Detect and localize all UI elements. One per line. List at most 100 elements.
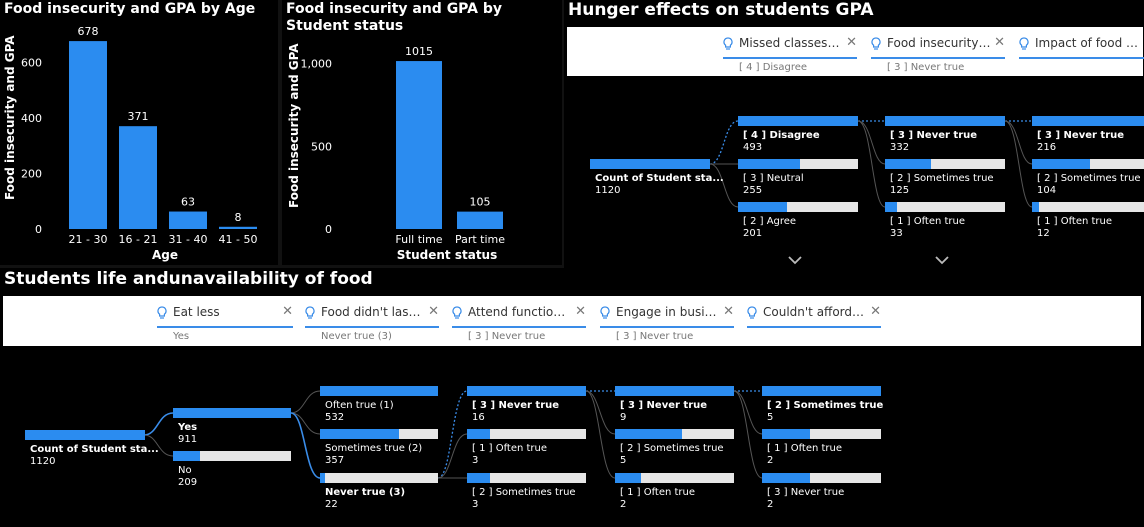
- node-value: 332: [890, 142, 910, 153]
- node-bar: [320, 429, 438, 439]
- data-label: 1015: [405, 45, 433, 58]
- node-bar: [173, 451, 291, 461]
- node-value: 1120: [595, 185, 621, 196]
- tree-node[interactable]: [ 2 ] Sometimes true 104: [1032, 159, 1144, 197]
- node-bar: [615, 473, 734, 483]
- node-label: [ 2 ] Sometimes true: [472, 487, 576, 498]
- tree-node[interactable]: [ 3 ] Never true 2: [762, 473, 881, 511]
- node-label: [ 1 ] Often true: [890, 216, 966, 227]
- node-bar: [1032, 202, 1144, 212]
- close-icon[interactable]: ✕: [282, 304, 293, 319]
- chevron-down-icon[interactable]: [935, 255, 949, 265]
- tree-root-node[interactable]: Count of Student sta... 1120: [590, 159, 724, 197]
- slicer-impact-of-food[interactable]: Impact of food on...: [1019, 35, 1144, 75]
- node-value: 125: [890, 185, 910, 196]
- lightbulb-icon: [600, 306, 610, 319]
- node-label: [ 2 ] Sometimes true: [890, 173, 994, 184]
- bar[interactable]: [169, 211, 207, 229]
- node-bar: [467, 386, 586, 396]
- tree-node[interactable]: [ 3 ] Never true 216: [1032, 116, 1144, 154]
- node-bar: [173, 408, 291, 418]
- tree-node[interactable]: [ 2 ] Sometimes true 5: [762, 386, 884, 424]
- tree-node[interactable]: [ 3 ] Never true 332: [885, 116, 1005, 154]
- node-bar: [467, 473, 586, 483]
- node-value: 216: [1037, 142, 1057, 153]
- x-tick-label: Part time: [455, 233, 505, 246]
- tree-node[interactable]: [ 2 ] Sometimes true 5: [615, 429, 734, 467]
- node-bar: [885, 159, 1005, 169]
- tree-node[interactable]: [ 4 ] Disagree 493: [738, 116, 858, 154]
- life-tree-links: [143, 390, 763, 479]
- slicer-head: Engage in busine... ✕: [600, 304, 734, 328]
- data-label: 105: [470, 196, 491, 209]
- node-label: [ 3 ] Never true: [620, 400, 708, 411]
- tree-node[interactable]: [ 2 ] Sometimes true 3: [467, 473, 586, 511]
- node-value: 201: [743, 228, 763, 239]
- tree-node[interactable]: [ 3 ] Never true 16: [467, 386, 586, 424]
- node-bar: [762, 473, 881, 483]
- tree-root-node[interactable]: Count of Student sta... 1120: [25, 430, 159, 468]
- slicer-food-didnt-last[interactable]: Food didn't last a... ✕ Never true (3): [305, 304, 439, 344]
- tree-node[interactable]: [ 3 ] Neutral 255: [738, 159, 858, 197]
- y-tick-label: 200: [21, 168, 42, 181]
- node-bar-fill: [885, 159, 931, 169]
- node-value: 2: [767, 499, 774, 510]
- close-icon[interactable]: ✕: [870, 304, 881, 319]
- node-label: [ 3 ] Never true: [890, 130, 978, 141]
- node-label: [ 2 ] Sometimes true: [767, 400, 884, 411]
- close-icon[interactable]: ✕: [994, 35, 1005, 50]
- tree-node[interactable]: Never true (3) 22: [320, 473, 438, 511]
- bar[interactable]: [69, 41, 107, 230]
- tree-node[interactable]: [ 2 ] Agree 201: [738, 202, 858, 240]
- slicer-food-insecurity[interactable]: Food insecurity a... ✕ [ 3 ] Never true: [871, 35, 1005, 75]
- bar[interactable]: [219, 226, 257, 229]
- slicer-head: Missed classes b... ✕: [723, 35, 857, 59]
- bar[interactable]: [457, 211, 503, 229]
- close-icon[interactable]: ✕: [846, 35, 857, 50]
- tree-node[interactable]: [ 2 ] Sometimes true 125: [885, 159, 1005, 197]
- node-bar-fill: [885, 116, 1005, 126]
- slicer-attend-functions[interactable]: Attend functions ... ✕ [ 3 ] Never true: [452, 304, 586, 344]
- slicer-couldnt-afford[interactable]: Couldn't afford to... ✕: [747, 304, 881, 344]
- life-tree-panel: Students life andunavailability of food …: [0, 268, 1144, 527]
- node-bar: [885, 116, 1005, 126]
- tree-node[interactable]: [ 1 ] Often true 2: [762, 429, 881, 467]
- lightbulb-icon: [871, 37, 881, 50]
- close-icon[interactable]: ✕: [723, 304, 734, 319]
- tree-node[interactable]: Often true (1) 532: [320, 386, 438, 424]
- node-label: [ 3 ] Never true: [472, 400, 560, 411]
- tree-node[interactable]: Sometimes true (2) 357: [320, 429, 438, 467]
- slicer-eat-less[interactable]: Eat less ✕ Yes: [157, 304, 293, 344]
- tree-node[interactable]: [ 3 ] Never true 9: [615, 386, 734, 424]
- tree-node[interactable]: Yes 911: [173, 408, 291, 446]
- node-bar-fill: [320, 429, 400, 439]
- y-tick-label: 0: [35, 223, 42, 236]
- node-value: 5: [620, 455, 627, 466]
- close-icon[interactable]: ✕: [428, 304, 439, 319]
- node-bar-fill: [615, 429, 682, 439]
- slicer-engage-in-business[interactable]: Engage in busine... ✕ [ 3 ] Never true: [600, 304, 734, 344]
- node-bar-fill: [738, 159, 801, 169]
- node-bar: [762, 386, 881, 396]
- node-bar-fill: [173, 408, 291, 418]
- tree-node[interactable]: [ 1 ] Often true 12: [1032, 202, 1144, 240]
- tree-node[interactable]: [ 1 ] Often true 3: [467, 429, 586, 467]
- node-value: 1120: [30, 456, 56, 467]
- node-bar-fill: [738, 202, 788, 212]
- node-value: 3: [472, 455, 479, 466]
- bar[interactable]: [119, 126, 157, 229]
- x-tick-label: Full time: [395, 233, 442, 246]
- tree-node[interactable]: [ 1 ] Often true 33: [885, 202, 1005, 240]
- slicer-value: [ 3 ] Never true: [468, 331, 546, 342]
- bar[interactable]: [396, 61, 442, 230]
- chevron-down-icon[interactable]: [788, 255, 802, 265]
- slicer-head: Food insecurity a... ✕: [871, 35, 1005, 59]
- node-value: 12: [1037, 228, 1050, 239]
- slicer-missed-classes[interactable]: Missed classes b... ✕ [ 4 ] Disagree: [723, 35, 857, 75]
- tree-node[interactable]: [ 1 ] Often true 2: [615, 473, 734, 511]
- node-value: 33: [890, 228, 903, 239]
- tree-node[interactable]: No 209: [173, 451, 291, 489]
- lightbulb-icon: [305, 306, 315, 319]
- node-value: 5: [767, 412, 774, 423]
- close-icon[interactable]: ✕: [575, 304, 586, 319]
